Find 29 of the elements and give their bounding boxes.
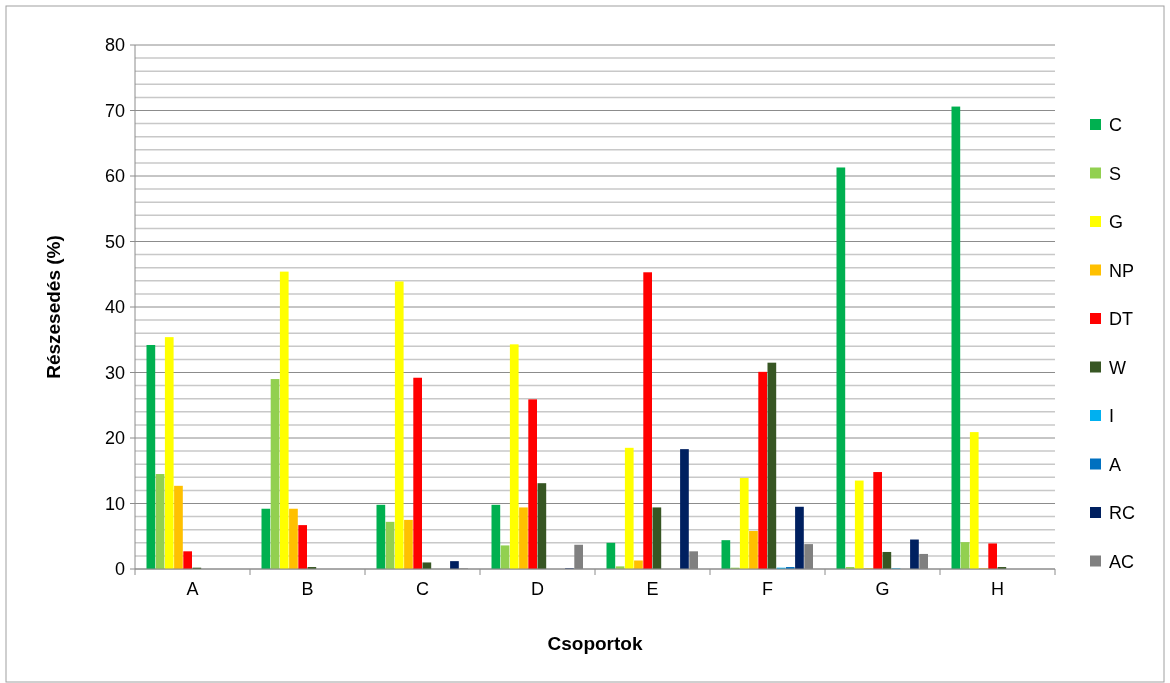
legend-label: AC bbox=[1109, 551, 1135, 572]
y-axis-title: Részesedés (%) bbox=[43, 235, 64, 379]
x-axis-title: Csoportok bbox=[547, 633, 643, 654]
legend-label: W bbox=[1109, 357, 1126, 378]
legend-label: I bbox=[1109, 406, 1115, 427]
legend-label: S bbox=[1109, 163, 1122, 184]
legend-label: C bbox=[1109, 115, 1122, 136]
y-tick-label: 70 bbox=[104, 100, 125, 121]
legend-label: RC bbox=[1109, 503, 1135, 524]
legend-label: DT bbox=[1109, 309, 1133, 330]
y-tick-label: 80 bbox=[104, 35, 125, 56]
x-tick-label: F bbox=[762, 579, 773, 599]
x-tick-label: G bbox=[875, 579, 890, 599]
legend-label: NP bbox=[1109, 260, 1135, 281]
y-tick-label: 0 bbox=[114, 559, 125, 580]
y-tick-label: 40 bbox=[104, 297, 125, 318]
legend-label: A bbox=[1109, 454, 1122, 475]
x-tick-label: C bbox=[416, 579, 429, 599]
x-tick-label: D bbox=[531, 579, 544, 599]
y-tick-label: 20 bbox=[104, 428, 125, 449]
y-tick-label: 50 bbox=[104, 231, 125, 252]
legend-label: G bbox=[1109, 212, 1124, 233]
y-tick-label: 60 bbox=[104, 166, 125, 187]
x-tick-label: E bbox=[646, 579, 659, 599]
x-tick-label: B bbox=[301, 579, 314, 599]
y-tick-label: 30 bbox=[104, 362, 125, 383]
y-tick-label: 10 bbox=[104, 493, 125, 514]
x-tick-label: A bbox=[186, 579, 199, 599]
x-tick-label: H bbox=[991, 579, 1004, 599]
